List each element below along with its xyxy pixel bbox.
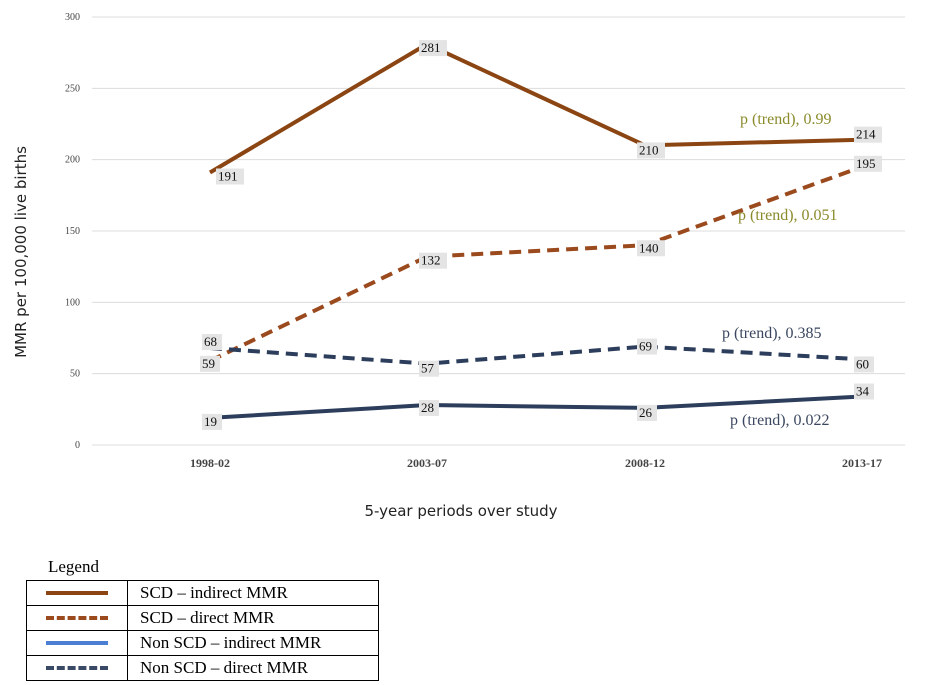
data-label: 68 xyxy=(204,334,217,349)
data-label: 140 xyxy=(639,240,659,255)
y-axis-title: MMR per 100,000 live births xyxy=(12,146,30,358)
data-label: 195 xyxy=(856,156,876,171)
legend-label: Non SCD – indirect MMR xyxy=(127,630,379,656)
data-label: 26 xyxy=(639,405,653,420)
legend: Legend SCD – indirect MMR SCD – direct MM… xyxy=(26,556,379,681)
data-label: 57 xyxy=(421,361,435,376)
x-tick-label: 2013-17 xyxy=(842,456,882,470)
legend-label: SCD – indirect MMR xyxy=(127,580,379,606)
data-label-bg xyxy=(202,413,222,430)
data-label: 132 xyxy=(421,253,441,268)
data-label: 210 xyxy=(639,142,659,157)
series-line xyxy=(209,394,863,420)
y-tick-label: 0 xyxy=(75,440,80,451)
data-label-bg xyxy=(637,404,657,421)
legend-table: SCD – indirect MMR SCD – direct MMR Non SC… xyxy=(26,580,379,681)
legend-swatch xyxy=(46,591,108,595)
legend-row: SCD – indirect MMR xyxy=(26,580,379,606)
legend-row: Non SCD – indirect MMR xyxy=(26,630,379,656)
data-label: 34 xyxy=(856,383,870,398)
trend-annotation: p (trend), 0.99 xyxy=(740,111,832,128)
data-label-bg xyxy=(202,333,222,350)
legend-swatch-cell xyxy=(26,655,128,681)
x-tick-label: 2008-12 xyxy=(625,456,665,470)
legend-swatch-cell xyxy=(26,605,128,631)
data-labels: 191 281 210 214 59 132 140 195 19 28 26 34 68 57 69 60 xyxy=(200,40,882,430)
trend-annotation: p (trend), 0.022 xyxy=(730,412,830,429)
y-tick-label: 300 xyxy=(65,12,80,23)
legend-swatch-cell xyxy=(26,580,128,606)
data-label-bg xyxy=(216,168,244,185)
series-lines xyxy=(208,42,863,420)
y-tick-label: 200 xyxy=(65,155,80,166)
legend-swatch-cell xyxy=(26,630,128,656)
legend-swatch xyxy=(46,641,108,645)
y-axis-ticks: 0 50 100 150 200 250 300 xyxy=(65,12,80,451)
x-tick-label: 2003-07 xyxy=(407,456,447,470)
legend-swatch xyxy=(46,666,108,670)
data-label: 59 xyxy=(202,356,215,371)
trend-annotation: p (trend), 0.385 xyxy=(722,325,822,342)
legend-row: Non SCD – direct MMR xyxy=(26,655,379,681)
data-label-bg xyxy=(854,383,874,400)
legend-title: Legend xyxy=(48,557,99,576)
x-tick-label: 1998-02 xyxy=(190,456,230,470)
line-chart: 0 50 100 150 200 250 300 1998-02 2003-07 2008-12… xyxy=(12,12,905,520)
data-label-bg xyxy=(200,355,220,372)
series-line xyxy=(209,344,863,366)
data-label-bg xyxy=(419,400,439,417)
data-label: 60 xyxy=(856,356,869,371)
data-label: 214 xyxy=(856,127,876,142)
trend-annotations: p (trend), 0.99 p (trend), 0.051 p (trend)… xyxy=(722,111,838,429)
data-label: 281 xyxy=(421,40,441,55)
data-label: 28 xyxy=(421,400,434,415)
x-axis-title: 5-year periods over study xyxy=(364,502,557,520)
series-line xyxy=(209,164,863,363)
x-axis-ticks: 1998-02 2003-07 2008-12 2013-17 xyxy=(190,456,882,470)
legend-label: SCD – direct MMR xyxy=(127,605,379,631)
data-label-bg xyxy=(637,142,665,159)
gridlines xyxy=(92,16,905,446)
y-tick-label: 250 xyxy=(65,83,80,94)
data-label: 19 xyxy=(204,414,217,429)
trend-annotation: p (trend), 0.051 xyxy=(738,207,838,224)
data-label-bg xyxy=(637,240,665,257)
y-tick-label: 150 xyxy=(65,226,80,237)
y-tick-label: 50 xyxy=(70,369,80,380)
legend-label: Non SCD – direct MMR xyxy=(127,655,379,681)
data-label-bg xyxy=(419,360,439,377)
data-label-bg xyxy=(419,252,447,269)
legend-row: SCD – direct MMR xyxy=(26,605,379,631)
data-label: 191 xyxy=(218,169,238,184)
series-line xyxy=(208,42,863,175)
data-label-bg xyxy=(854,126,882,143)
data-label: 69 xyxy=(639,339,652,354)
legend-swatch xyxy=(46,616,108,620)
data-label-bg xyxy=(854,155,882,172)
data-label-bg xyxy=(419,40,447,57)
data-label-bg xyxy=(854,356,874,373)
data-label-bg xyxy=(637,338,657,355)
y-tick-label: 100 xyxy=(65,297,80,308)
